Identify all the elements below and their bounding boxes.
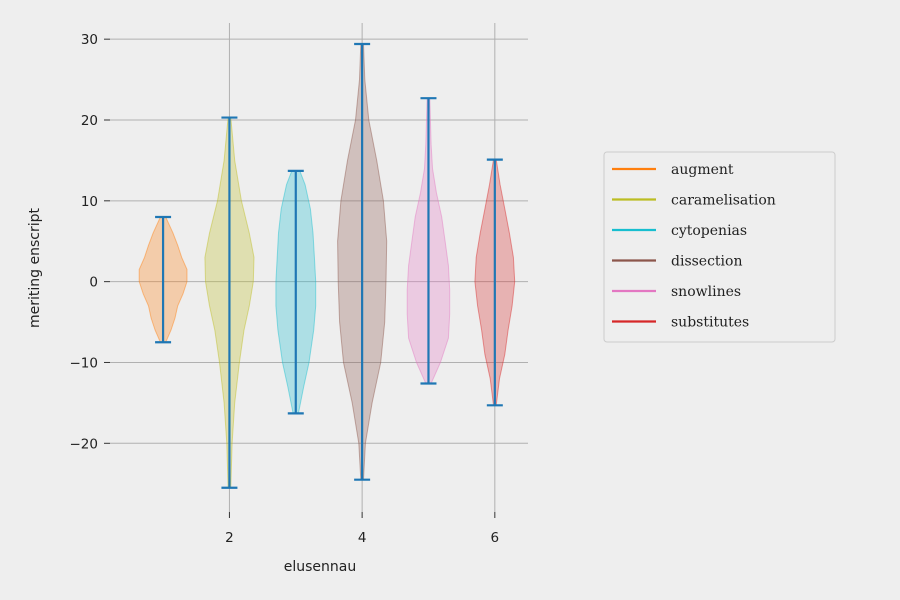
y-axis-ticks: −20 −10 0 10 20 30	[70, 32, 110, 452]
y-tick-label: −10	[70, 355, 99, 371]
y-tick-label: 0	[89, 275, 98, 291]
x-tick-label: 4	[358, 530, 367, 546]
legend-label-dissection: dissection	[671, 254, 742, 270]
legend-label-augment: augment	[671, 162, 734, 178]
x-axis-label: elusennau	[284, 559, 356, 575]
y-axis-label: meriting enscript	[27, 207, 43, 327]
legend-label-caramelisation: caramelisation	[671, 193, 776, 209]
violins	[138, 43, 516, 489]
x-tick-label: 2	[225, 530, 234, 546]
y-tick-label: 20	[81, 113, 98, 129]
y-tick-label: 30	[81, 32, 98, 48]
x-tick-label: 6	[491, 530, 500, 546]
legend-label-snowlines: snowlines	[671, 284, 741, 300]
x-axis-ticks: 2 4 6	[225, 512, 499, 546]
legend: augment caramelisation cytopenias dissectio…	[603, 151, 836, 343]
legend-label-cytopenias: cytopenias	[671, 223, 747, 239]
y-tick-label: −20	[70, 436, 99, 452]
y-tick-label: 10	[81, 194, 98, 210]
legend-label-substitutes: substitutes	[671, 315, 749, 331]
whiskers	[155, 42, 503, 489]
legend-box	[603, 151, 836, 343]
